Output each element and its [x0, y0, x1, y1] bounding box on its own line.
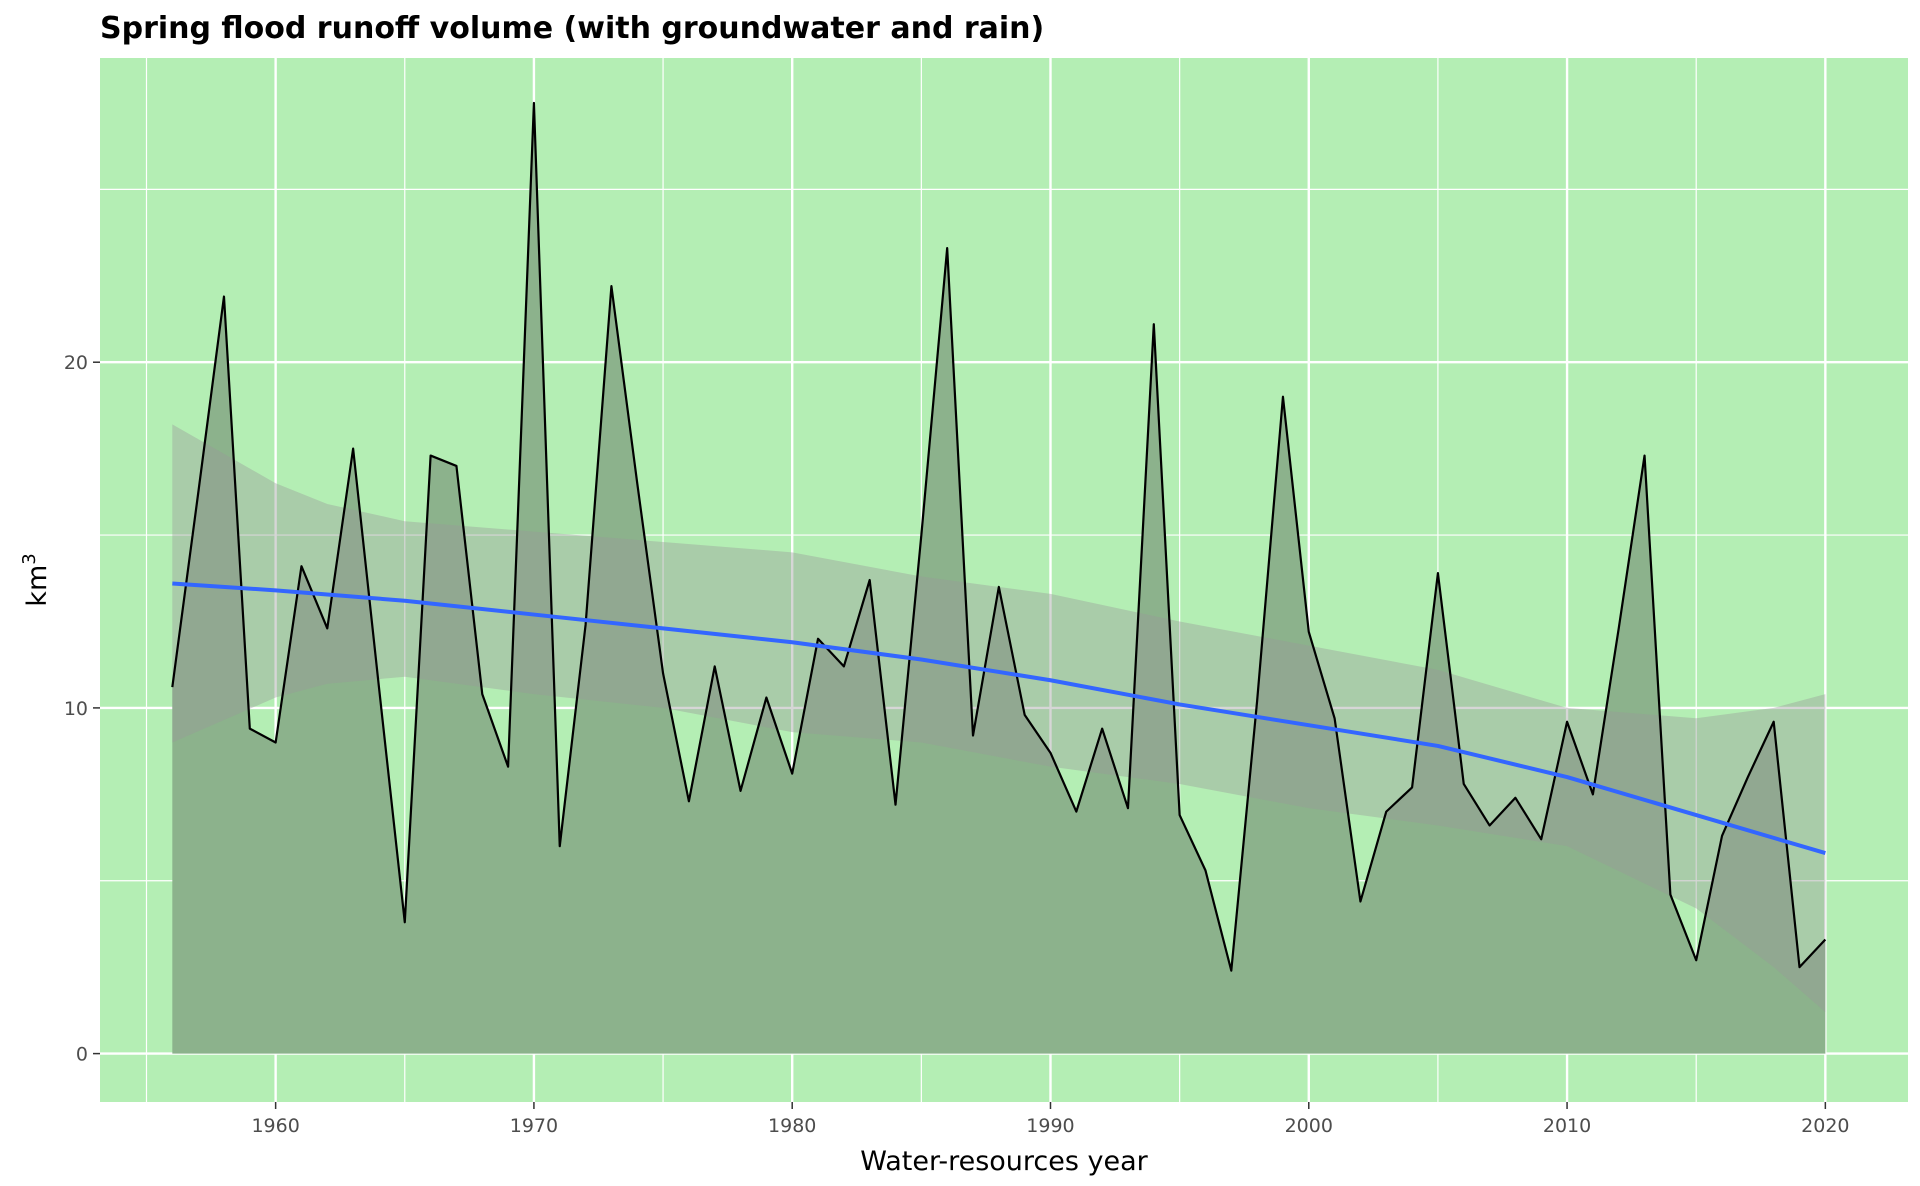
x-axis: 1960 1970 1980 1990 2000 2010 2020	[251, 1102, 1850, 1137]
x-tick-label: 2010	[1543, 1115, 1591, 1137]
x-tick-label: 2020	[1801, 1115, 1849, 1137]
x-tick-label: 1990	[1026, 1115, 1074, 1137]
runoff-line	[171, 101, 1827, 972]
y-tick-label: 0	[76, 1044, 88, 1066]
confidence-band	[172, 424, 1826, 1013]
runoff-area	[172, 102, 1826, 1054]
x-tick-label: 2000	[1285, 1115, 1333, 1137]
x-tick-label: 1980	[768, 1115, 816, 1137]
x-tick-label: 1970	[510, 1115, 558, 1137]
y-tick-label: 10	[64, 698, 88, 720]
y-axis-title: km3	[19, 553, 53, 606]
x-axis-title: Water-resources year	[860, 1146, 1148, 1177]
trend-line	[172, 581, 1826, 856]
y-tick-label: 20	[64, 352, 88, 374]
x-tick-label: 1960	[251, 1115, 299, 1137]
y-axis: 0 10 20	[64, 352, 100, 1066]
chart-title: Spring flood runoff volume (with groundw…	[100, 11, 1044, 46]
y-axis-title-unit: km	[22, 565, 53, 607]
y-axis-title-exponent: 3	[19, 553, 40, 564]
